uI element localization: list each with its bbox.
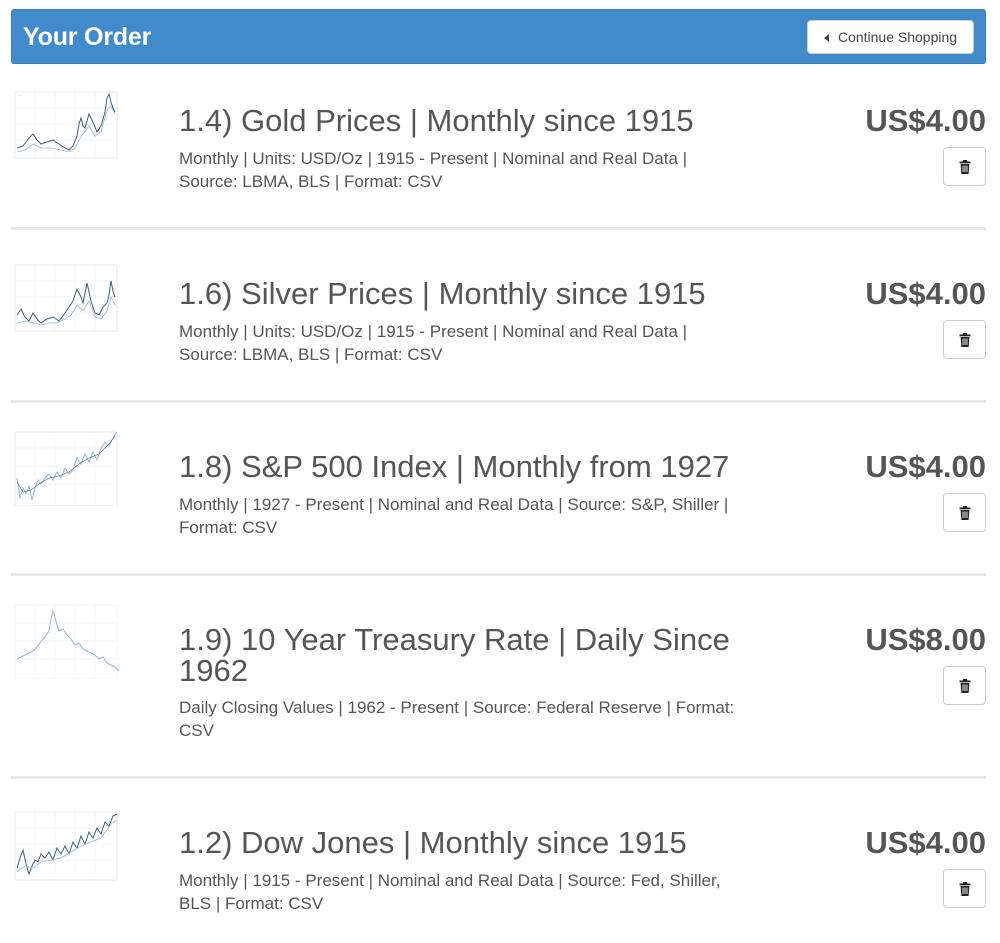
item-price: US$4.00 [865, 825, 986, 860]
item-description: Monthly | 1915 - Present | Nominal and R… [179, 871, 721, 913]
trash-icon [959, 159, 970, 174]
item-title[interactable]: 1.6) Silver Prices | Monthly since 1915 [179, 276, 706, 311]
trash-icon [959, 678, 970, 693]
order-item: 1.8) S&P 500 Index | Monthly from 1927 M… [0, 410, 1000, 578]
caret-left-icon [823, 33, 829, 42]
chart-thumbnail[interactable] [11, 601, 121, 679]
chart-thumbnail-image [11, 428, 121, 506]
item-price: US$4.00 [865, 276, 986, 311]
item-divider [11, 227, 986, 230]
chart-thumbnail-image [11, 808, 121, 886]
chart-thumbnail-image [11, 601, 121, 679]
chart-thumbnail-image: — [11, 88, 121, 166]
delete-item-button[interactable] [943, 320, 986, 359]
delete-item-button[interactable] [943, 147, 986, 186]
trash-icon [959, 505, 970, 520]
trash-icon [959, 332, 970, 347]
item-title[interactable]: 1.9) 10 Year Treasury Rate | Daily Since… [179, 622, 730, 688]
order-item: — 1.4) Gold Prices | Monthly since 1915 … [0, 64, 1000, 232]
delete-item-button[interactable] [943, 493, 986, 532]
item-price: US$4.00 [865, 449, 986, 484]
item-divider [11, 400, 986, 403]
item-description: Monthly | Units: USD/Oz | 1915 - Present… [179, 149, 688, 191]
item-description: Daily Closing Values | 1962 - Present | … [179, 698, 735, 740]
order-item: 1.2) Dow Jones | Monthly since 1915 Mont… [0, 786, 1000, 943]
trash-icon [959, 881, 970, 896]
chart-thumbnail[interactable] [11, 261, 121, 339]
page-title: Your Order [23, 23, 152, 51]
item-title[interactable]: 1.2) Dow Jones | Monthly since 1915 [179, 825, 687, 860]
continue-shopping-button[interactable]: Continue Shopping [807, 20, 974, 54]
chart-thumbnail[interactable] [11, 808, 121, 886]
delete-item-button[interactable] [943, 869, 986, 908]
chart-thumbnail-image [11, 261, 121, 339]
item-price: US$4.00 [865, 103, 986, 138]
chart-thumbnail[interactable]: — [11, 88, 121, 166]
item-title[interactable]: 1.8) S&P 500 Index | Monthly from 1927 [179, 449, 730, 484]
item-divider [11, 573, 986, 576]
order-item: 1.6) Silver Prices | Monthly since 1915 … [0, 237, 1000, 405]
continue-shopping-label: Continue Shopping [837, 29, 958, 45]
item-divider [11, 776, 986, 779]
svg-text:—: — [19, 93, 22, 97]
order-item: 1.9) 10 Year Treasury Rate | Daily Since… [0, 583, 1000, 779]
order-header: Your Order Continue Shopping [11, 9, 986, 64]
item-title[interactable]: 1.4) Gold Prices | Monthly since 1915 [179, 103, 694, 138]
item-price: US$8.00 [865, 622, 986, 657]
chart-thumbnail[interactable] [11, 428, 121, 506]
delete-item-button[interactable] [943, 666, 986, 705]
item-description: Monthly | Units: USD/Oz | 1915 - Present… [179, 322, 688, 364]
item-description: Monthly | 1927 - Present | Nominal and R… [179, 495, 729, 537]
